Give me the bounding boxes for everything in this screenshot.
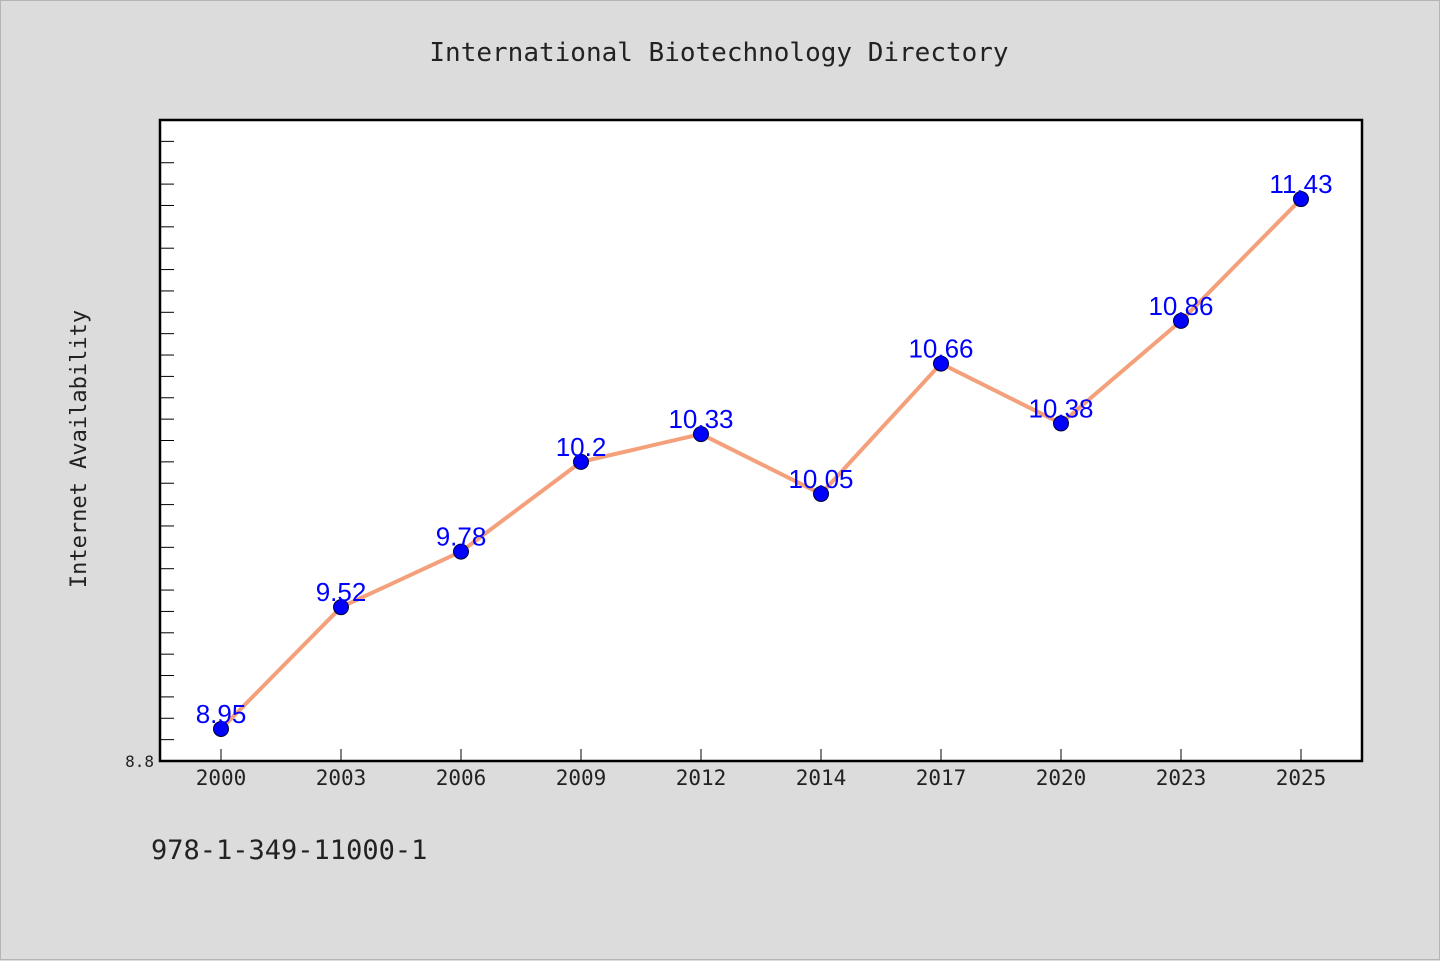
data-label: 10.2 — [556, 432, 607, 462]
data-point — [933, 355, 949, 372]
x-axis-ticks: 2000 2003 2006 2009 2012 2014 2017 2020 2023 2025 — [196, 749, 1327, 790]
data-label: 9.78 — [436, 522, 487, 552]
y-tick-label: 8.8 — [125, 752, 154, 771]
x-tick-label: 2020 — [1036, 766, 1087, 790]
y-axis-ticks: 8.8 — [125, 140, 174, 771]
x-tick-label: 2012 — [676, 766, 727, 790]
plot-area — [158, 118, 1364, 763]
x-tick-label: 2003 — [316, 766, 367, 790]
data-label: 10.66 — [908, 334, 973, 364]
data-point — [813, 485, 829, 502]
x-tick-label: 2025 — [1276, 766, 1327, 790]
data-point — [693, 426, 709, 443]
series-layer — [213, 191, 1309, 737]
x-tick-label: 2006 — [436, 766, 487, 790]
series-line — [219, 197, 1303, 731]
x-tick-label: 2000 — [196, 766, 247, 790]
data-label: 10.38 — [1028, 393, 1093, 423]
data-point — [1293, 191, 1309, 208]
data-point — [1053, 415, 1069, 432]
data-point — [573, 453, 589, 470]
data-label: 10.33 — [668, 404, 733, 434]
data-point — [333, 599, 349, 616]
x-tick-label: 2009 — [556, 766, 607, 790]
data-label: 10.86 — [1148, 291, 1213, 321]
data-label: 11.43 — [1269, 169, 1332, 199]
data-labels-layer: 8.95 9.52 9.78 10.2 10.33 10.05 10.66 10.38 10.8… — [196, 169, 1333, 729]
data-label: 8.95 — [196, 699, 247, 729]
data-label: 10.05 — [788, 464, 853, 494]
data-point — [453, 543, 469, 560]
x-tick-label: 2023 — [1156, 766, 1207, 790]
data-label: 9.52 — [316, 577, 367, 607]
footer-code: 978-1-349-11000-1 — [151, 835, 428, 866]
data-point — [213, 720, 229, 737]
chart-title: International Biotechnology Directory — [429, 38, 1008, 68]
x-tick-label: 2014 — [796, 766, 847, 790]
data-point — [1173, 312, 1189, 329]
x-tick-label: 2017 — [916, 766, 967, 790]
y-axis-label: Internet Availability — [67, 310, 92, 588]
